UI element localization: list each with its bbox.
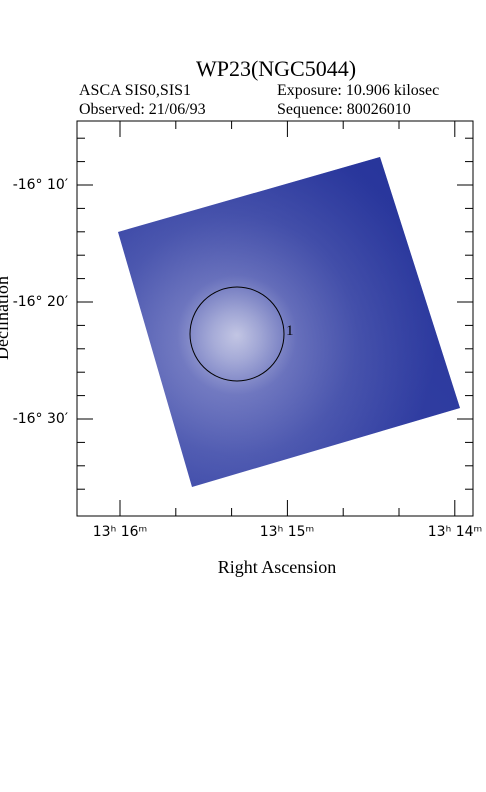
x-tick-label: 13ʰ 14ᵐ xyxy=(428,524,482,540)
source-region xyxy=(189,286,285,382)
title: WP23(NGC5044) xyxy=(196,56,356,81)
exposure: Exposure: 10.906 kilosec xyxy=(277,82,439,99)
y-tick-label: -16° 30′ xyxy=(13,411,68,427)
y-tick-label: -16° 20′ xyxy=(13,294,68,310)
sequence: Sequence: 80026010 xyxy=(277,101,411,118)
observed: Observed: 21/06/93 xyxy=(79,101,206,118)
x-tick-label: 13ʰ 15ᵐ xyxy=(260,524,314,540)
y-axis-label: Declination xyxy=(0,276,12,360)
y-tick-label: -16° 10′ xyxy=(13,177,68,193)
x-axis-label: Right Ascension xyxy=(218,557,337,577)
source-label: 1 xyxy=(286,323,294,339)
sky-image-shade xyxy=(118,157,460,487)
x-tick-label: 13ʰ 16ᵐ xyxy=(93,524,147,540)
instrument: ASCA SIS0,SIS1 xyxy=(79,82,191,99)
ticks xyxy=(77,121,473,516)
frame xyxy=(76,120,474,517)
